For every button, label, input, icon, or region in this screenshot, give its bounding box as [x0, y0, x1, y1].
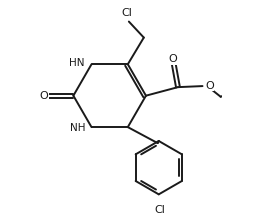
Text: O: O — [40, 91, 48, 101]
Text: HN: HN — [69, 58, 84, 68]
Text: Cl: Cl — [121, 8, 132, 18]
Text: Cl: Cl — [154, 205, 165, 215]
Text: O: O — [205, 81, 214, 91]
Text: O: O — [168, 54, 177, 64]
Text: NH: NH — [70, 123, 85, 133]
